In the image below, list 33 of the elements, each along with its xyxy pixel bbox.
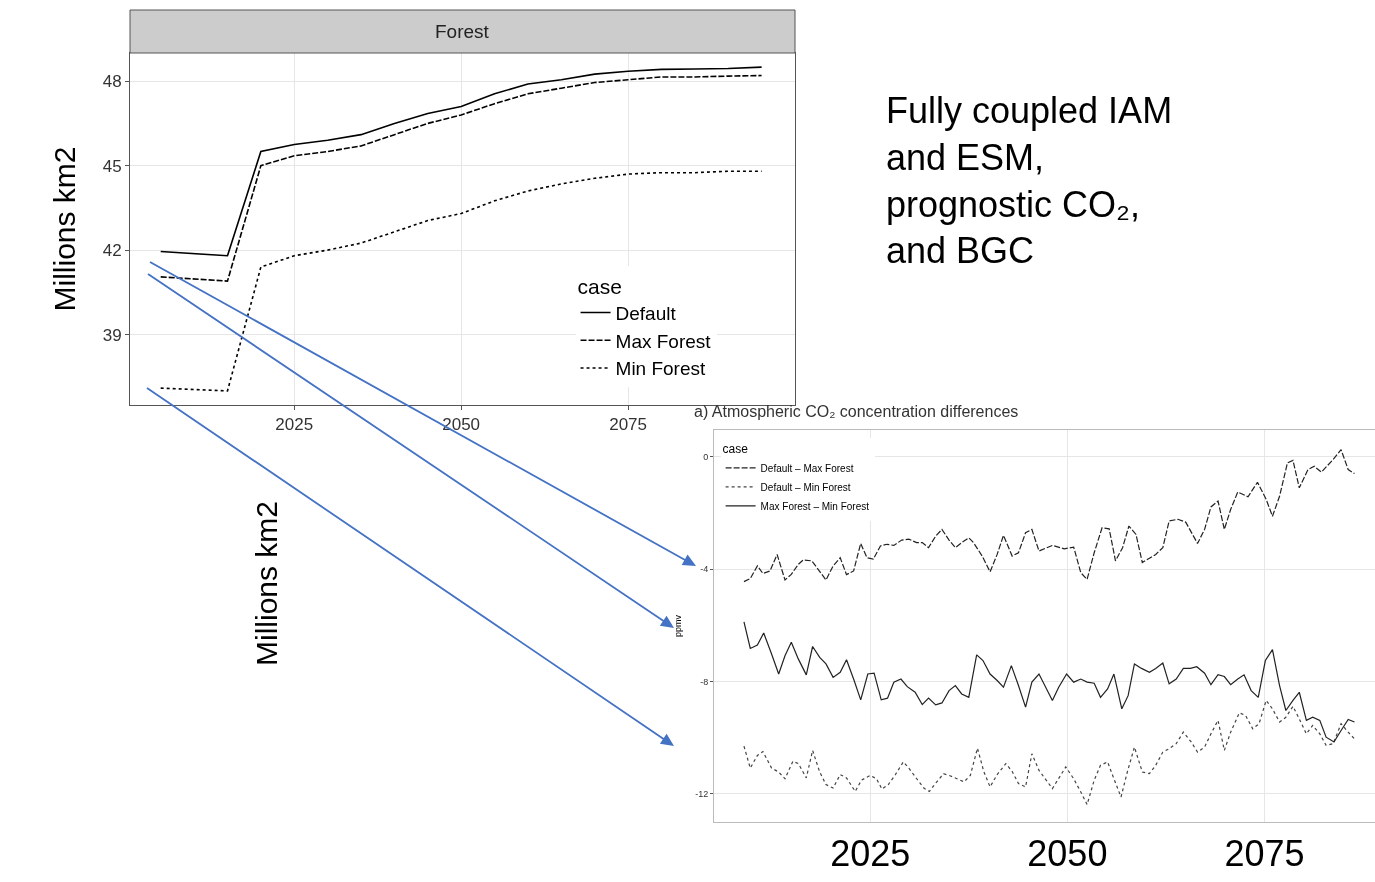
y-axis-title: ppmv	[673, 614, 683, 637]
legend-title: case	[722, 442, 749, 457]
line-series	[159, 170, 763, 392]
x-tick-label: 2075	[609, 415, 647, 435]
line-series	[159, 66, 763, 257]
text: Fully coupled IAM and ESM, prognostic CO₂, and BGC	[886, 90, 1173, 272]
y-tick-label: 39	[102, 325, 122, 345]
y-axis-title: Millions km2	[47, 146, 81, 312]
y-tick-label: -12	[695, 789, 709, 800]
y-tick-label: 48	[102, 72, 122, 92]
line-series	[159, 74, 763, 282]
text: Millions km2	[250, 500, 283, 666]
legend-label: Default	[615, 302, 677, 324]
y-tick-label: 45	[102, 156, 122, 176]
y-tick-label: 42	[102, 241, 122, 261]
chart-title: a) Atmospheric CO₂ concentration differences	[694, 403, 1019, 420]
legend-label: Default – Max Forest	[760, 462, 854, 474]
y-tick-label: -8	[700, 676, 709, 687]
x-tick-label: 2025	[830, 833, 911, 875]
y-tick-label: 0	[703, 452, 709, 463]
legend-title: case	[577, 274, 622, 298]
legend-label: Default – Min Forest	[760, 481, 851, 493]
y-tick-label: -4	[700, 564, 709, 575]
x-tick-label: 2075	[1224, 833, 1305, 875]
legend-label: Max Forest – Min Forest	[760, 500, 870, 512]
legend-label: Min Forest	[615, 358, 707, 380]
line-series	[743, 699, 1356, 806]
x-tick-label: 2050	[1027, 833, 1108, 875]
line-series	[743, 621, 1356, 743]
chart-title: Forest	[435, 21, 490, 42]
x-tick-label: 2025	[275, 415, 314, 435]
legend-label: Max Forest	[615, 330, 712, 352]
x-tick-label: 2050	[442, 415, 481, 435]
